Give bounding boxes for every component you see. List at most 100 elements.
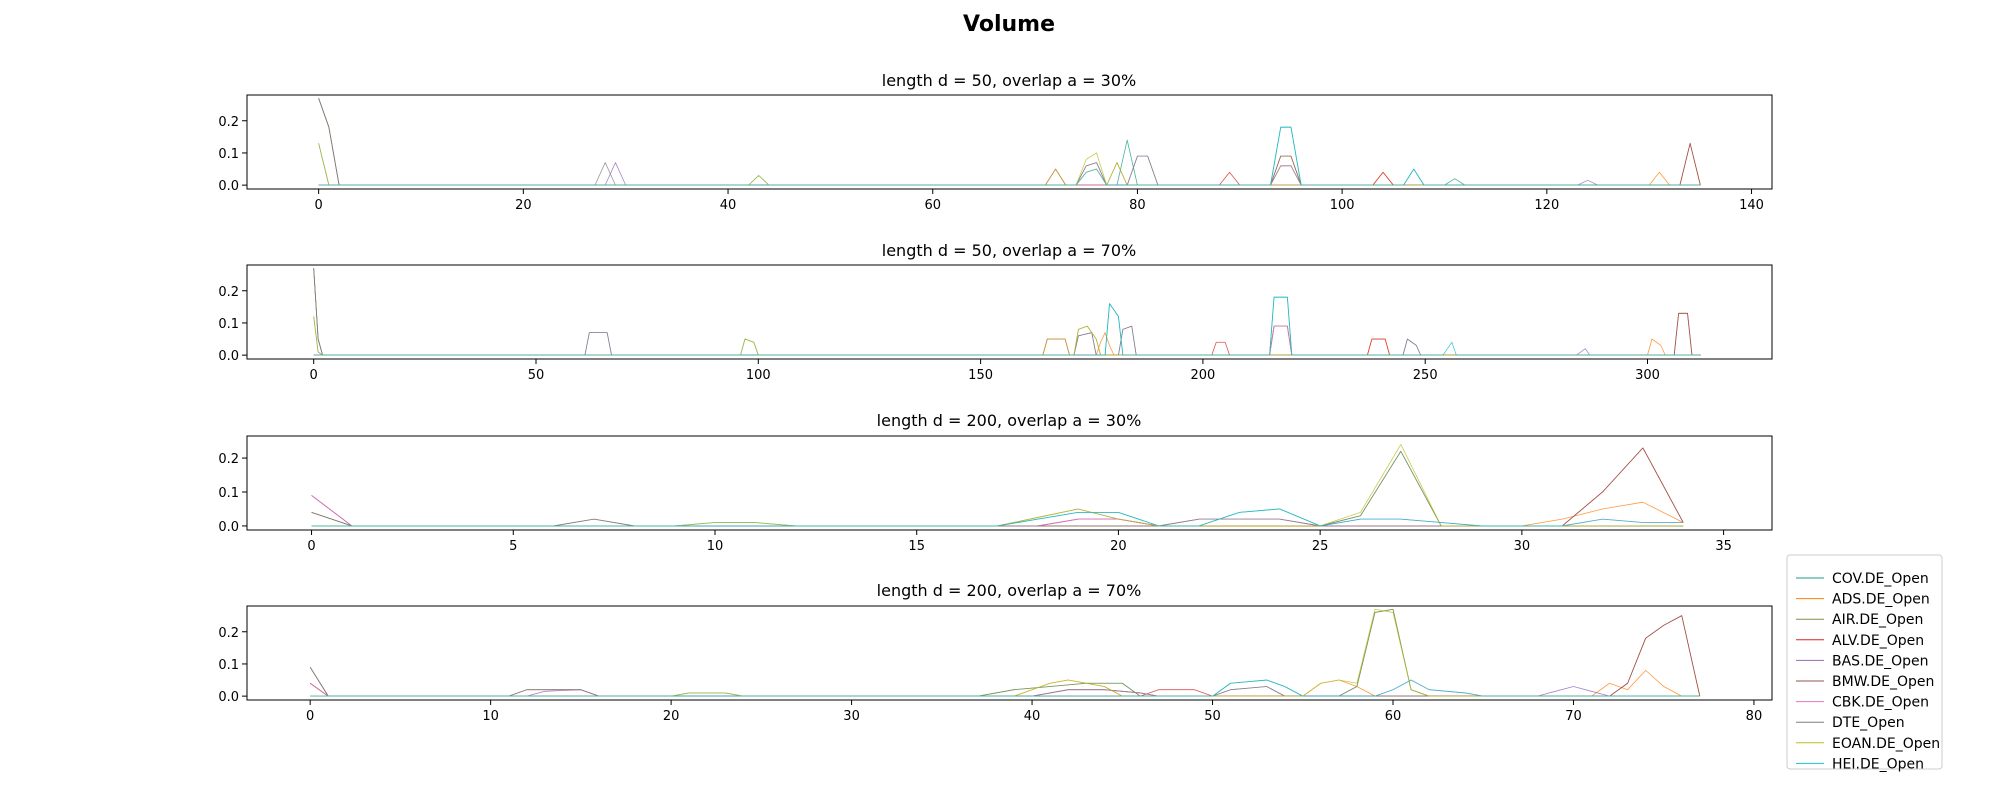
subplot-1-frame (246, 94, 1773, 190)
legend-label-BAS.DE_Open: BAS.DE_Open (1832, 653, 1929, 669)
x-tick-label: 25 (1312, 539, 1329, 554)
y-tick-label: 0.2 (218, 285, 239, 300)
legend-label-BMW.DE_Open: BMW.DE_Open (1832, 674, 1934, 690)
subplot-2: length d = 50, overlap a = 70% 0 50 100 150… (218, 241, 1773, 383)
series-line-BAS.DE_Open (311, 495, 1684, 527)
x-tick-label: 200 (1190, 368, 1215, 383)
series-line-DTE_Open (318, 98, 1701, 186)
series-line-BAS.DE_Open (318, 155, 1701, 186)
subplot-2-title: length d = 50, overlap a = 70% (882, 241, 1136, 260)
series-line-EOAN.DE_Open (311, 444, 1684, 527)
series-line-AIR.DE_Open (311, 450, 1684, 527)
x-tick-label: 80 (1129, 198, 1146, 213)
x-tick-label: 50 (1204, 709, 1221, 724)
subplot-1-lines (318, 98, 1701, 186)
subplot-3-title: length d = 200, overlap a = 30% (877, 411, 1142, 430)
x-tick-label: 40 (720, 198, 737, 213)
series-line-ALV.DE_Open (318, 142, 1701, 186)
x-tick-label: 30 (843, 709, 860, 724)
series-line-DTE_Open (309, 666, 1700, 697)
x-tick-label: 30 (1514, 539, 1531, 554)
series-line-COV.DE_Open (313, 296, 1701, 356)
series-line-DTE_Open (311, 511, 1684, 527)
legend-label-HEI.DE_Open: HEI.DE_Open (1832, 756, 1924, 772)
x-tick-label: 140 (1739, 198, 1764, 213)
legend-frame (1786, 554, 1943, 770)
x-tick-label: 100 (1330, 198, 1355, 213)
y-tick-label: 0.1 (218, 658, 239, 673)
x-tick-label: 120 (1534, 198, 1559, 213)
series-line-HEI.DE_Open (318, 126, 1701, 186)
series-line-DTE_Open (313, 268, 1701, 356)
x-tick-label: 60 (924, 198, 941, 213)
x-tick-label: 35 (1715, 539, 1732, 554)
x-tick-label: 10 (482, 709, 499, 724)
y-tick-label: 0.1 (218, 486, 239, 501)
subplot-3-frame (246, 435, 1773, 531)
legend: COV.DE_Open ADS.DE_Open AIR.DE_Open ALV.DE_… (1786, 554, 1943, 772)
subplot-1-title: length d = 50, overlap a = 30% (882, 71, 1136, 90)
x-tick-label: 20 (515, 198, 532, 213)
y-tick-label: 0.2 (218, 626, 239, 641)
x-tick-label: 150 (968, 368, 993, 383)
series-line-CBK.DE_Open (318, 165, 1701, 186)
series-line-AIR.DE_Open (313, 268, 1701, 356)
series-line-COV.DE_Open (311, 450, 1684, 527)
y-tick-label: 0.0 (218, 179, 239, 194)
x-tick-label: 250 (1413, 368, 1438, 383)
figure-title: Volume (963, 12, 1055, 37)
series-line-ADS.DE_Open (313, 332, 1701, 356)
y-tick-label: 0.0 (218, 349, 239, 364)
series-line-COV.DE_Open (309, 608, 1700, 697)
subplot-4-lines (309, 608, 1701, 697)
legend-label-ALV.DE_Open: ALV.DE_Open (1832, 633, 1924, 649)
x-tick-label: 40 (1024, 709, 1041, 724)
y-tick-label: 0.1 (218, 317, 239, 332)
x-tick-label: 20 (1110, 539, 1127, 554)
series-line-CBK.DE_Open (309, 679, 1700, 697)
series-line-COV.DE_Open (318, 126, 1701, 186)
x-tick-label: 20 (663, 709, 680, 724)
y-tick-label: 0.2 (218, 452, 239, 467)
x-tick-label: 5 (509, 539, 517, 554)
series-line-HEI.DE_Open (310, 679, 1700, 697)
subplot-4-frame (246, 605, 1773, 701)
subplot-3-lines (311, 444, 1684, 527)
series-line-ADS.DE_Open (311, 501, 1684, 527)
subplot-2-lines (313, 268, 1701, 356)
series-line-ADS.DE_Open (318, 168, 1701, 186)
series-line-AIR.DE_Open (309, 608, 1700, 697)
x-tick-label: 0 (315, 198, 323, 213)
series-line-BMW.DE_Open (318, 98, 1701, 186)
series-line-BMW.DE_Open (313, 268, 1701, 356)
series-line-ALV.DE_Open (309, 615, 1701, 697)
x-tick-label: 70 (1565, 709, 1582, 724)
series-line-ALV.DE_Open (311, 447, 1684, 527)
x-tick-label: 0 (306, 709, 314, 724)
subplot-3: length d = 200, overlap a = 30% 0 5 10 15 20… (218, 411, 1773, 554)
series-line-CBK.DE_Open (313, 325, 1701, 356)
series-line-EOAN.DE_Open (318, 143, 1701, 186)
y-tick-label: 0.1 (218, 147, 239, 162)
series-line-EOAN.DE_Open (313, 316, 1701, 356)
x-tick-label: 0 (310, 368, 318, 383)
x-tick-label: 0 (307, 539, 315, 554)
series-line-HEI.DE_Open (311, 508, 1684, 527)
subplot-2-frame (246, 264, 1773, 360)
legend-label-AIR.DE_Open: AIR.DE_Open (1832, 612, 1923, 628)
legend-label-DTE_Open: DTE_Open (1832, 715, 1905, 731)
series-line-BAS.DE_Open (313, 325, 1701, 356)
series-line-HEI.DE_Open (313, 296, 1701, 356)
legend-label-ADS.DE_Open: ADS.DE_Open (1832, 592, 1930, 608)
series-line-CBK.DE_Open (311, 495, 1684, 527)
x-tick-label: 80 (1746, 709, 1763, 724)
x-tick-label: 60 (1385, 709, 1402, 724)
legend-label-EOAN.DE_Open: EOAN.DE_Open (1832, 736, 1940, 752)
series-line-ALV.DE_Open (313, 312, 1701, 356)
x-tick-label: 300 (1635, 368, 1660, 383)
y-tick-label: 0.0 (218, 520, 239, 535)
x-tick-label: 10 (707, 539, 724, 554)
series-line-EOAN.DE_Open (310, 608, 1700, 697)
x-tick-label: 50 (528, 368, 545, 383)
